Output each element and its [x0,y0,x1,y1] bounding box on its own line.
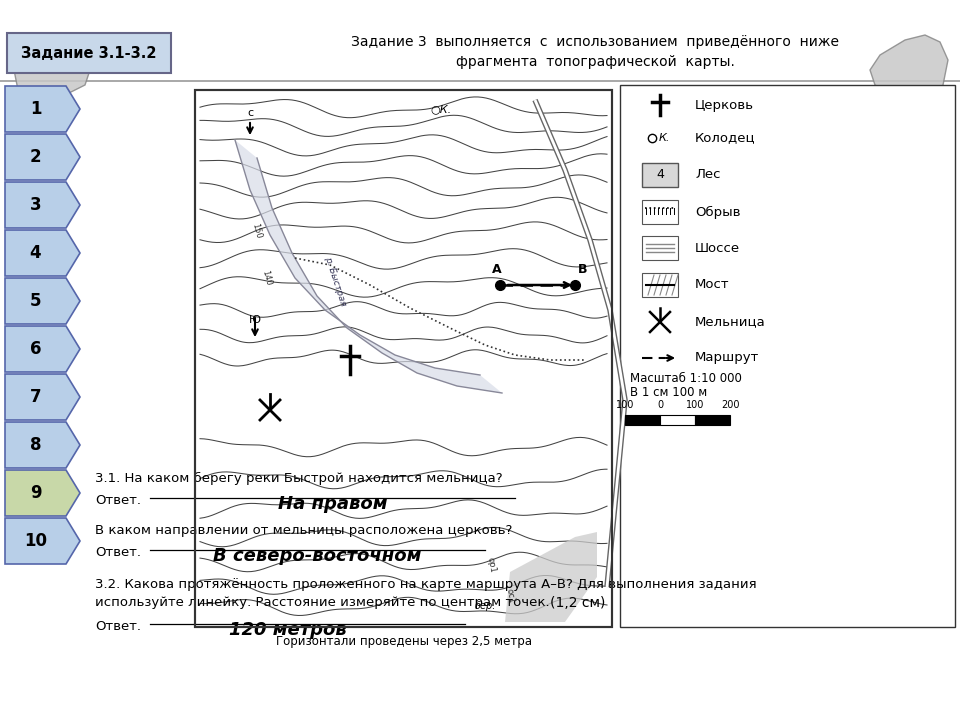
Bar [0,80,960,82]
Text: 6: 6 [30,340,41,358]
Text: 9: 9 [30,484,41,502]
Polygon shape [5,374,80,420]
Text: 3.2. Какова протяжённость проложенного на карте маршрута А–В? Для выполнения зад: 3.2. Какова протяжённость проложенного н… [95,578,756,591]
Bar [620,85,955,627]
Polygon shape [5,134,80,180]
Bar [660,415,695,425]
Text: Горизонтали проведены через 2,5 метра: Горизонтали проведены через 2,5 метра [276,636,532,649]
Text: B: B [578,263,588,276]
Text: ор1: ор1 [485,557,496,574]
Text: р. Быстрая: р. Быстрая [323,255,348,307]
Text: В каком направлении от мельницы расположена церковь?: В каком направлении от мельницы располож… [95,524,513,537]
Text: бер.: бер. [475,601,496,611]
Polygon shape [5,422,80,468]
Polygon shape [5,518,80,564]
Text: с: с [247,108,253,118]
Polygon shape [5,470,80,516]
Text: Задание 3.1-3.2: Задание 3.1-3.2 [21,45,156,60]
Polygon shape [235,140,502,393]
Text: На правом: На правом [277,495,387,513]
Text: 3: 3 [30,196,41,214]
Text: Мост: Мост [695,279,730,292]
Bar [642,273,678,297]
Text: В 1 см 100 м: В 1 см 100 м [630,386,708,399]
Text: 7: 7 [30,388,41,406]
Bar [625,415,660,425]
FancyBboxPatch shape [7,33,171,73]
Text: 4: 4 [30,244,41,262]
Polygon shape [870,35,948,95]
Polygon shape [5,230,80,276]
Text: Ответ.: Ответ. [95,546,141,559]
Text: 100: 100 [685,400,705,410]
Text: Маршрут: Маршрут [695,351,759,364]
Text: Ю: Ю [249,315,261,325]
Polygon shape [12,35,90,95]
Text: 2: 2 [30,148,41,166]
Text: Лес: Лес [695,168,721,181]
Text: (1,2 см): (1,2 см) [550,596,606,610]
Polygon shape [505,532,597,622]
Polygon shape [5,182,80,228]
Text: ос1: ос1 [505,588,516,604]
Text: Ответ.: Ответ. [95,494,141,507]
Text: 100: 100 [615,400,635,410]
Text: 4: 4 [656,168,664,181]
Polygon shape [5,86,80,132]
Text: фрагмента  топографической  карты.: фрагмента топографической карты. [456,55,734,69]
Bar [0,0,960,80]
Text: A: A [492,263,502,276]
Text: 8: 8 [30,436,41,454]
Text: Задание 3  выполняется  с  использованием  приведённого  ниже: Задание 3 выполняется с использованием п… [351,35,839,49]
Text: 3.1. На каком берегу реки Быстрой находится мельница?: 3.1. На каком берегу реки Быстрой находи… [95,472,503,485]
Text: 140: 140 [260,269,273,287]
Text: К.: К. [659,133,670,143]
Polygon shape [5,278,80,324]
Bar [642,236,678,260]
Bar [695,415,730,425]
Text: Мельница: Мельница [695,315,766,328]
Polygon shape [5,326,80,372]
Text: 200: 200 [721,400,739,410]
Text: Обрыв: Обрыв [695,205,740,219]
Text: 10: 10 [24,532,47,550]
Text: 120 метров: 120 метров [228,621,347,639]
Bar [642,163,678,187]
Text: Масштаб 1:10 000: Масштаб 1:10 000 [630,372,742,385]
Text: ○К.: ○К. [430,104,451,114]
Text: Церковь: Церковь [695,99,754,112]
Text: 0: 0 [657,400,663,410]
Bar [195,90,612,627]
Text: 1: 1 [30,100,41,118]
Text: Колодец: Колодец [695,132,756,145]
Text: Шоссе: Шоссе [695,241,740,254]
Text: 5: 5 [30,292,41,310]
Text: Ответ.: Ответ. [95,620,141,633]
Text: используйте линейку. Расстояние измеряйте по центрам точек.: используйте линейку. Расстояние измеряйт… [95,596,550,609]
Bar [195,90,612,627]
Text: В северо-восточном: В северо-восточном [213,547,421,565]
Bar [642,200,678,224]
Text: 150: 150 [250,222,263,240]
